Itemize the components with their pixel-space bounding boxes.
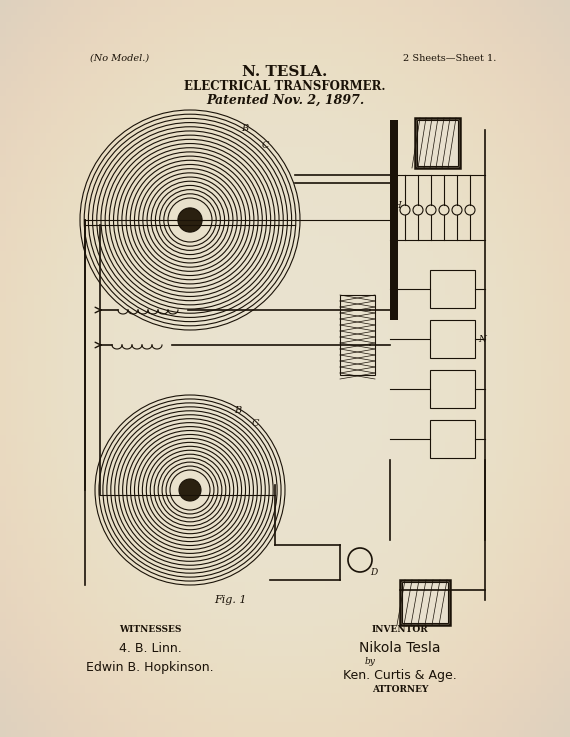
Text: by: by <box>365 657 376 666</box>
Circle shape <box>179 479 201 501</box>
Text: B: B <box>234 405 242 414</box>
Text: Ken. Curtis & Age.: Ken. Curtis & Age. <box>343 668 457 682</box>
Text: Patented Nov. 2, 1897.: Patented Nov. 2, 1897. <box>206 94 364 107</box>
Bar <box>340 295 375 375</box>
Bar <box>430 320 475 358</box>
Text: WITNESSES: WITNESSES <box>119 626 181 635</box>
Bar <box>415 118 460 168</box>
Bar <box>417 120 458 166</box>
Text: H: H <box>393 200 401 209</box>
Text: Edwin B. Hopkinson.: Edwin B. Hopkinson. <box>86 662 214 674</box>
Bar <box>400 580 450 625</box>
Text: Nikola Tesla: Nikola Tesla <box>359 641 441 655</box>
Text: Fig. 1: Fig. 1 <box>214 595 246 605</box>
Text: ELECTRICAL TRANSFORMER.: ELECTRICAL TRANSFORMER. <box>184 80 386 93</box>
Text: 4. B. Linn.: 4. B. Linn. <box>119 641 181 654</box>
Text: D: D <box>370 568 377 577</box>
Circle shape <box>178 208 202 232</box>
Bar <box>430 270 475 308</box>
Text: ATTORNEY: ATTORNEY <box>372 685 428 694</box>
Text: N: N <box>478 335 486 343</box>
Bar <box>402 582 448 623</box>
Bar <box>430 370 475 408</box>
Text: N. TESLA.: N. TESLA. <box>242 65 328 79</box>
Bar <box>390 120 398 320</box>
Text: (No Model.): (No Model.) <box>91 54 149 63</box>
Text: B: B <box>242 124 249 133</box>
Text: C: C <box>261 141 268 150</box>
Text: INVENTOR: INVENTOR <box>372 626 428 635</box>
Text: C: C <box>251 419 259 427</box>
Text: 2 Sheets—Sheet 1.: 2 Sheets—Sheet 1. <box>404 54 496 63</box>
Bar <box>430 420 475 458</box>
